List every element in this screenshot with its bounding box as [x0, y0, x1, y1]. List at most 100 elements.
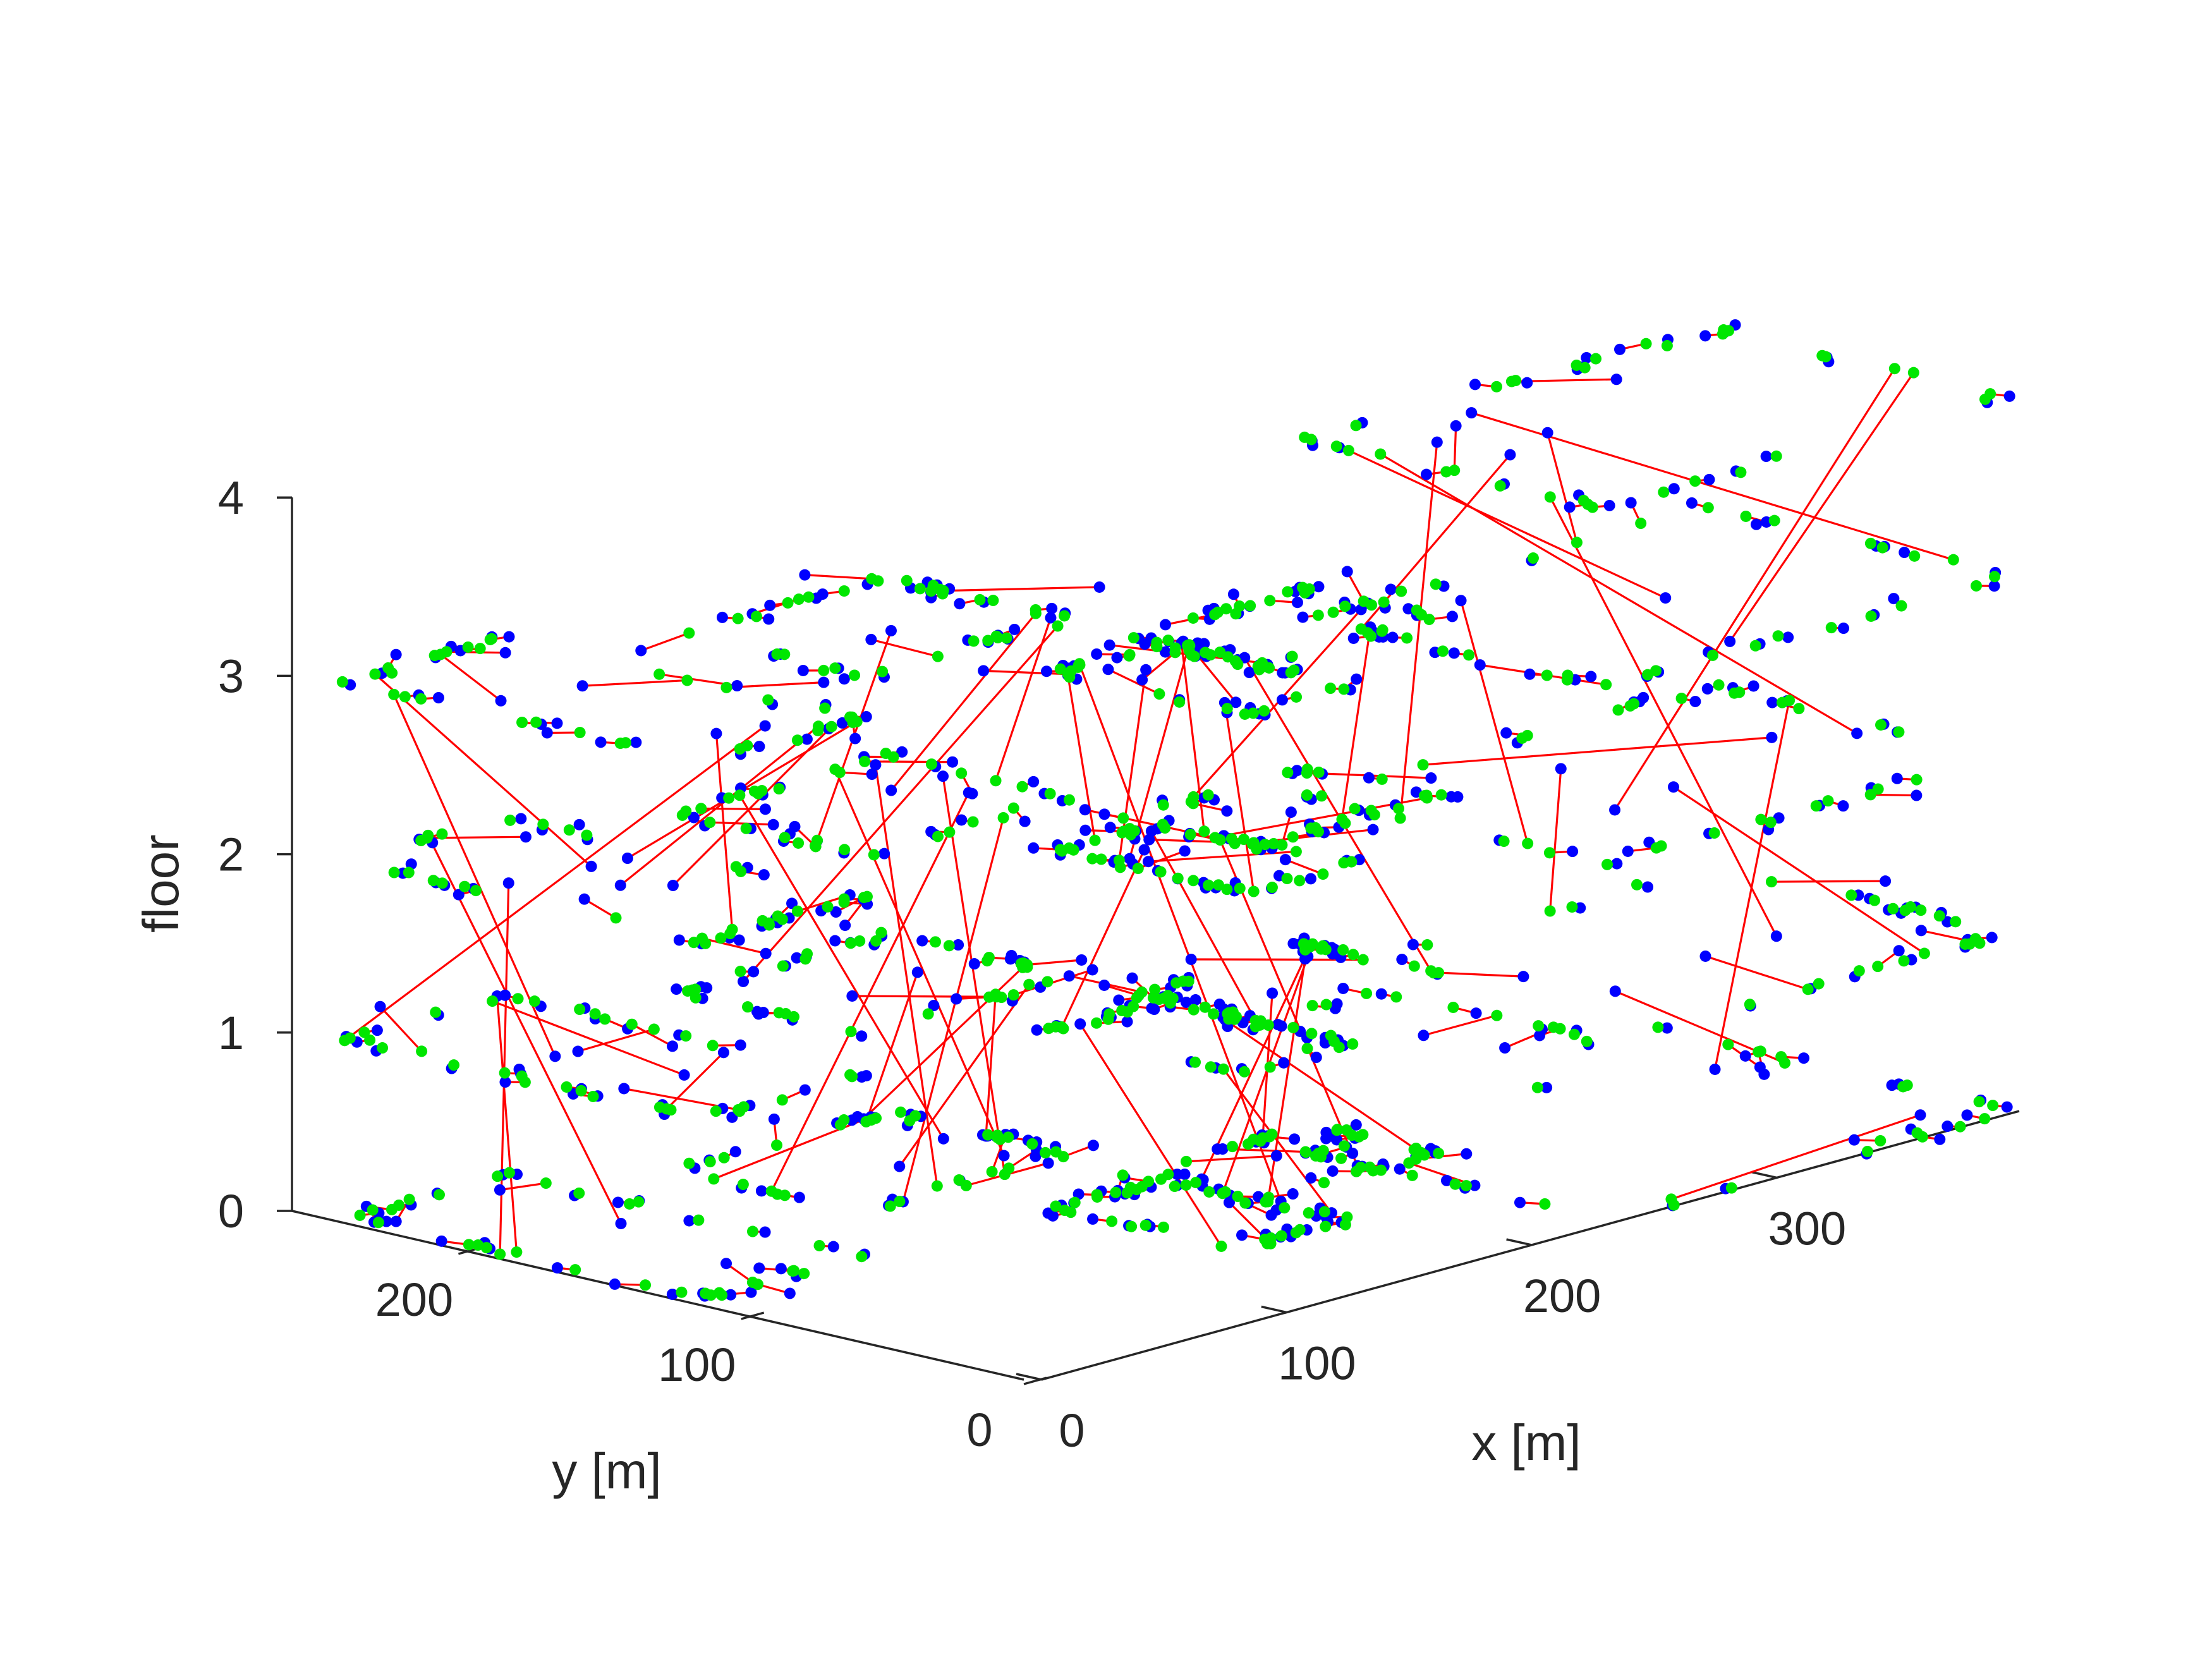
- estimate-point: [432, 691, 444, 703]
- ground-truth-point: [1338, 857, 1350, 869]
- ground-truth-point: [626, 1018, 638, 1030]
- ground-truth-point: [619, 737, 631, 749]
- x-tick-label: 0: [1059, 1404, 1085, 1457]
- ground-truth-point: [683, 627, 695, 639]
- ground-truth-point: [1357, 1129, 1369, 1141]
- estimate-point: [1911, 789, 1923, 801]
- error-line: [805, 574, 872, 580]
- estimate-point: [1159, 646, 1171, 658]
- z-tick-label: 0: [218, 1185, 244, 1237]
- ground-truth-point: [1954, 1121, 1966, 1133]
- ground-truth-point: [925, 758, 937, 770]
- ground-truth-point: [1347, 1038, 1359, 1050]
- estimate-point: [1350, 1119, 1362, 1131]
- ground-truth-point: [474, 643, 486, 655]
- ground-truth-point: [1312, 609, 1324, 621]
- estimate-point: [896, 746, 908, 758]
- z-axis-label: floor: [133, 834, 189, 933]
- ground-truth-point: [720, 681, 732, 693]
- ground-truth-point: [860, 1115, 872, 1127]
- ground-truth-point: [574, 1004, 586, 1016]
- y-tick-label: 0: [966, 1404, 992, 1456]
- estimate-point: [1320, 1133, 1332, 1145]
- ground-truth-point: [1305, 434, 1317, 446]
- estimate-point: [1185, 953, 1197, 965]
- ground-truth-point: [1916, 1131, 1928, 1143]
- ground-truth-point: [1187, 612, 1199, 624]
- ground-truth-point: [1349, 803, 1361, 815]
- ground-truth-point: [575, 1085, 587, 1097]
- ground-truth-point: [1264, 595, 1276, 607]
- ground-truth-point: [1338, 1140, 1350, 1152]
- ground-truth-point: [1026, 1138, 1038, 1150]
- ground-truth-point: [587, 1090, 599, 1102]
- estimate-point: [1622, 845, 1634, 857]
- ground-truth-point: [1355, 623, 1367, 635]
- ground-truth-point: [1303, 583, 1315, 595]
- ground-truth-point: [1548, 1021, 1560, 1033]
- estimate-point: [1500, 727, 1512, 739]
- error-line: [852, 995, 997, 998]
- ground-truth-point: [762, 694, 774, 706]
- ground-truth-point: [1126, 1220, 1138, 1232]
- ground-truth-point: [1905, 901, 1917, 913]
- estimate-point: [849, 732, 861, 744]
- ground-truth-point: [856, 1251, 868, 1263]
- ground-truth-point: [581, 829, 593, 841]
- ground-truth-point: [681, 674, 693, 686]
- ground-truth-point: [369, 668, 381, 680]
- ground-truth-point: [1658, 486, 1670, 498]
- estimate-point: [1469, 379, 1481, 391]
- estimate-point: [1986, 932, 1998, 944]
- estimate-point: [1045, 612, 1057, 624]
- ground-truth-point: [818, 664, 830, 676]
- ground-truth-point: [1089, 834, 1101, 846]
- ground-truth-point: [1872, 783, 1884, 795]
- estimate-point: [1750, 518, 1762, 530]
- error-line: [1078, 664, 1282, 1202]
- ground-truth-point: [1433, 967, 1445, 979]
- ground-truth-point: [1987, 1100, 1999, 1112]
- estimate-point: [1267, 987, 1279, 999]
- ground-truth-point: [1544, 905, 1556, 917]
- ground-truth-point: [463, 1239, 475, 1251]
- estimate-point: [1341, 566, 1353, 578]
- estimate-point: [911, 966, 923, 978]
- ground-truth-point: [1909, 550, 1921, 562]
- estimate-point: [1313, 581, 1325, 593]
- ground-truth-point: [982, 1129, 994, 1141]
- error-line: [1221, 956, 1309, 1194]
- estimate-point: [956, 814, 968, 826]
- error-line: [1107, 668, 1160, 695]
- ground-truth-point: [354, 1209, 366, 1221]
- estimate-point: [1091, 648, 1103, 660]
- estimate-point: [885, 784, 897, 796]
- estimate-point: [793, 1191, 805, 1203]
- ground-truth-point: [1408, 960, 1420, 972]
- ground-truth-point: [704, 1156, 716, 1168]
- ground-truth-point: [494, 1248, 506, 1260]
- ground-truth-point: [1708, 827, 1720, 839]
- ground-truth-point: [433, 1189, 445, 1201]
- ground-truth-point: [825, 720, 837, 732]
- ground-truth-point: [1865, 610, 1877, 622]
- estimate-point: [573, 818, 585, 830]
- estimate-point: [1425, 772, 1437, 784]
- estimate-point: [1614, 343, 1626, 355]
- ground-truth-point: [1124, 823, 1136, 835]
- estimate-point: [928, 999, 940, 1011]
- ground-truth-point: [1772, 630, 1784, 642]
- estimate-point: [1703, 473, 1715, 485]
- estimate-point: [818, 676, 830, 688]
- ground-truth-point: [1341, 1211, 1353, 1223]
- ground-truth-point: [1069, 1196, 1081, 1208]
- ground-truth-point: [1872, 961, 1884, 973]
- ground-truth-point: [1276, 839, 1288, 851]
- estimate-point: [729, 1146, 741, 1158]
- ground-truth-point: [1768, 514, 1780, 526]
- ground-truth-point: [1793, 703, 1805, 715]
- estimate-point: [1180, 996, 1192, 1008]
- ground-truth-point: [987, 595, 999, 607]
- ground-truth-point: [1116, 1005, 1128, 1017]
- ground-truth-point: [742, 1001, 754, 1013]
